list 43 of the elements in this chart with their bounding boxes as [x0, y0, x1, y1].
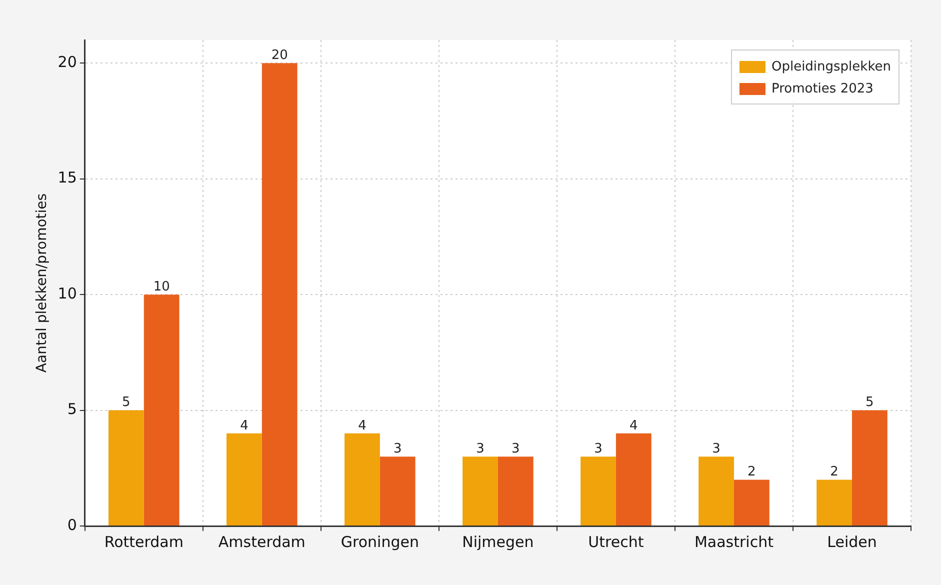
bar [108, 410, 144, 526]
y-tick-label: 5 [67, 400, 77, 418]
y-tick-label: 20 [58, 53, 77, 72]
bar [262, 63, 298, 526]
bar [580, 456, 616, 526]
x-tick-label: Leiden [827, 532, 877, 551]
bar [616, 433, 652, 526]
bar [698, 456, 734, 526]
data-label: 3 [393, 441, 402, 456]
data-label: 5 [122, 395, 130, 410]
data-label: 3 [712, 441, 720, 456]
y-axis-title: Aantal plekken/promoties [34, 193, 50, 373]
bar [380, 456, 416, 526]
data-label: 2 [830, 464, 838, 480]
bar [816, 480, 852, 526]
legend-label: Promoties 2023 [771, 81, 874, 96]
x-tick-label: Rotterdam [104, 532, 184, 551]
bar [734, 480, 770, 526]
x-tick-label: Nijmegen [462, 532, 534, 551]
x-tick-label: Amsterdam [218, 532, 306, 551]
data-label: 10 [153, 279, 170, 294]
data-label: 3 [476, 441, 484, 456]
bar [144, 294, 180, 526]
bar [462, 456, 498, 526]
data-label: 4 [358, 418, 366, 434]
legend-label: Opleidingsplekken [771, 59, 892, 74]
bar [498, 456, 534, 526]
data-label: 2 [748, 464, 756, 480]
y-tick-label: 10 [58, 284, 77, 302]
y-tick-label: 15 [58, 168, 77, 187]
x-tick-label: Utrecht [588, 532, 644, 551]
bar [852, 410, 888, 526]
data-label: 20 [271, 48, 288, 64]
x-tick-label: Maastricht [694, 532, 774, 551]
bar [226, 433, 262, 526]
data-label: 4 [240, 418, 248, 434]
x-tick-label: Groningen [340, 532, 419, 551]
data-label: 3 [594, 441, 602, 456]
data-label: 4 [630, 418, 638, 434]
y-tick-label: 0 [67, 516, 77, 534]
data-label: 5 [866, 395, 874, 410]
data-label: 3 [512, 441, 520, 456]
bar [344, 433, 380, 526]
